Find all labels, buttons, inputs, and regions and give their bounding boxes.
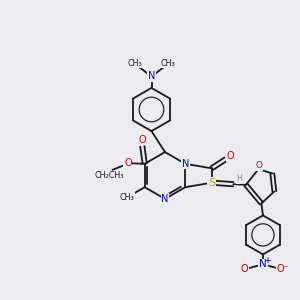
Text: O⁻: O⁻ (277, 264, 290, 274)
Text: CH₃: CH₃ (160, 59, 175, 68)
Text: N: N (148, 71, 155, 81)
Text: S: S (208, 178, 215, 188)
Text: N: N (161, 194, 169, 204)
Text: CH₃: CH₃ (128, 59, 142, 68)
Text: H: H (236, 174, 242, 183)
Text: N: N (182, 159, 189, 169)
Text: CH₃: CH₃ (120, 193, 134, 202)
Text: O: O (227, 151, 234, 161)
Text: N: N (259, 259, 267, 269)
Text: O: O (139, 135, 146, 145)
Text: +: + (263, 256, 272, 265)
Text: O: O (256, 161, 262, 170)
Text: O: O (240, 264, 248, 274)
Text: O: O (124, 158, 132, 168)
Text: CH₂CH₃: CH₂CH₃ (94, 171, 124, 180)
